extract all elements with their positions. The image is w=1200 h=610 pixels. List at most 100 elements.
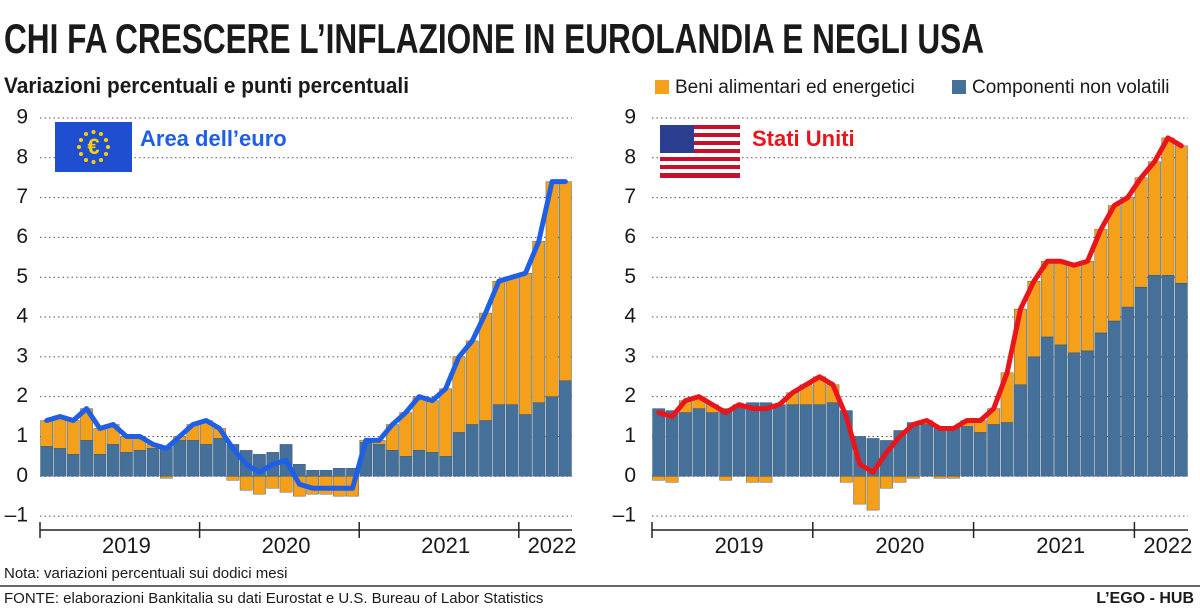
chart-title: CHI FA CRESCERE L’INFLAZIONE IN EUROLAND… [4,15,984,62]
bar [652,476,666,481]
bar [866,476,880,511]
bar [1174,282,1188,477]
bar [332,468,346,477]
line-series [656,135,1184,475]
bar [920,424,934,477]
y-tick-label: 0 [624,464,636,487]
y-tick-label: –1 [613,504,636,527]
bar [679,412,692,477]
y-tick-label: 4 [624,305,636,328]
y-tick-label: 8 [624,145,636,168]
bar [559,181,572,381]
bar [465,340,479,425]
bar [199,444,213,477]
bar [1161,275,1175,477]
bar [813,404,826,477]
y-tick-label: 5 [16,265,28,288]
y-tick-label: 1 [624,424,636,447]
bar [719,476,733,481]
line-series [44,179,568,491]
y-tick-label: 1 [16,424,28,447]
bar [399,456,413,477]
x-tick-label: 2020 [262,533,311,558]
bar [799,404,813,477]
bar [1121,197,1135,308]
panel-label: Area dell’euro [140,126,287,151]
bar [239,476,253,491]
bar [826,402,840,477]
bar [173,440,186,477]
y-tick-label: 4 [16,305,28,328]
panel-label: Stati Uniti [752,126,855,151]
bar [120,452,133,477]
y-tick-label: 3 [624,344,636,367]
bar [532,402,546,477]
bar [1081,261,1094,352]
y-tick-label: 7 [624,185,636,208]
bar [1054,344,1068,477]
bar [492,280,506,405]
bar [1107,320,1121,477]
eu-flag: € [55,122,132,172]
bar [692,408,706,477]
bar [80,440,93,477]
bar [705,412,719,477]
legend-label: Componenti non volatili [972,77,1170,98]
bar [266,476,280,489]
legend-swatch [655,80,669,94]
bar [386,450,399,477]
bar [933,476,947,479]
bar [133,450,147,477]
bar [559,380,572,477]
bar [319,476,333,495]
bar [465,424,479,477]
bar [947,426,960,477]
y-tick-label: 2 [624,384,636,407]
bar [1148,275,1161,477]
bar [412,450,426,477]
bar [186,440,200,477]
bar [426,452,439,477]
y-tick-label: 7 [16,185,28,208]
y-tick-label: 5 [624,265,636,288]
us-flag [660,125,740,178]
bar [1161,137,1175,276]
bar [213,438,226,477]
x-tick-label: 2021 [421,533,470,558]
y-tick-label: 9 [16,106,28,129]
bar [759,476,773,483]
bar [1067,352,1081,477]
bar [719,408,733,477]
bar [1094,332,1108,477]
legend-label: Beni alimentari ed energetici [675,77,915,98]
bar [1067,265,1081,354]
bar [53,416,67,449]
bar [545,181,559,397]
bar [1081,350,1094,477]
y-tick-label: 6 [16,225,28,248]
bar [665,476,679,483]
bar [759,402,773,477]
bar [253,476,266,495]
panel: –1 0 1 2 3 4 5 6 7 8 9 2019 2020 2021 2022 Area dell’eu… [5,106,577,558]
bar [880,476,893,489]
x-tick-label: 2022 [1143,533,1192,558]
legend: Beni alimentari ed energetici Componenti … [655,77,1170,98]
bar [452,432,466,477]
bar [1000,422,1014,477]
y-tick-label: –1 [5,504,28,527]
y-tick-label: 8 [16,145,28,168]
x-tick-label: 2022 [528,533,577,558]
bar [839,476,853,483]
bar [1027,356,1041,477]
bar [93,428,107,455]
bar [1148,161,1161,276]
bar [479,312,492,421]
bar [732,406,746,477]
x-tick-label: 2019 [715,533,764,558]
x-tick-label: 2021 [1036,533,1085,558]
bar [960,426,974,477]
bar [947,476,960,479]
bar [652,408,666,477]
